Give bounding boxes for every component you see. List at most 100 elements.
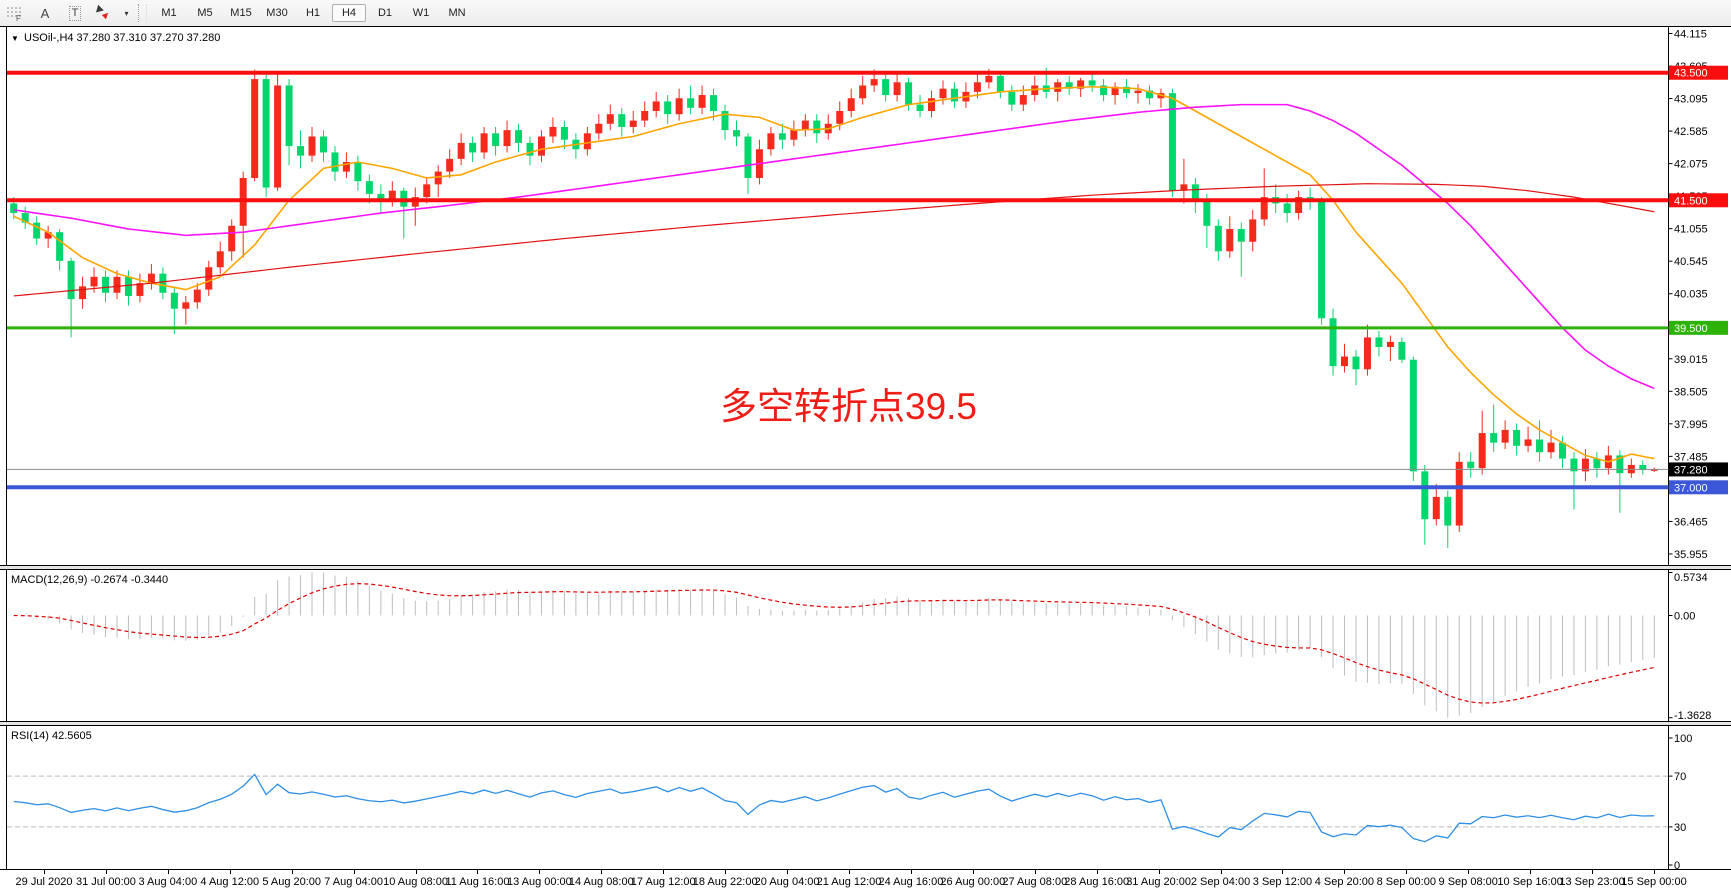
svg-text:37.995: 37.995: [1674, 419, 1708, 431]
date-label: 31 Jul 00:00: [75, 876, 136, 888]
price-axis-badges: 43.500 41.500 39.500 37.000 37.280: [1669, 65, 1728, 495]
svg-text:39.500: 39.500: [1674, 323, 1708, 335]
date-tick: [44, 870, 45, 874]
date-tick: [167, 870, 169, 874]
ma-fast-line: [13, 85, 1655, 463]
fibonacci-tool-icon[interactable]: F: [1, 1, 29, 25]
date-tick: [601, 870, 603, 874]
date-tick: [1468, 870, 1470, 874]
date-tick: [787, 870, 789, 874]
date-label: 18 Aug 22:00: [692, 876, 758, 888]
svg-text:36.465: 36.465: [1674, 516, 1708, 528]
arrow-red-glyph: [101, 10, 111, 20]
date-tick: [1654, 870, 1655, 874]
timeframe-button-h1[interactable]: H1: [305, 7, 321, 19]
svg-text:37.485: 37.485: [1674, 451, 1708, 463]
svg-text:40.545: 40.545: [1674, 256, 1708, 268]
svg-text:42.075: 42.075: [1674, 159, 1708, 171]
text-label-glyph: A: [40, 5, 50, 21]
date-label: 4 Aug 12:00: [200, 876, 260, 888]
date-tick: [849, 870, 850, 874]
date-tick: [105, 870, 107, 874]
date-label: 13 Aug 00:00: [506, 876, 572, 888]
date-label: 3 Aug 04:00: [138, 876, 198, 888]
date-tick: [1592, 870, 1594, 874]
date-label: 21 Aug 12:00: [816, 876, 882, 888]
date-tick: [1096, 870, 1098, 874]
arrows-dropdown-button[interactable]: ▾: [117, 1, 133, 25]
date-label: 11 Aug 16:00: [445, 876, 510, 888]
date-label: 2 Sep 04:00: [1190, 876, 1251, 888]
svg-text:41.500: 41.500: [1674, 195, 1708, 207]
timeframe-button-w1[interactable]: W1: [412, 7, 430, 19]
date-tick: [477, 870, 479, 874]
moving-averages-group: [13, 85, 1655, 463]
date-tick: [663, 870, 665, 874]
date-tick: [1034, 870, 1036, 874]
date-label: 8 Sep 00:00: [1376, 876, 1436, 888]
toolbar-separator: [138, 4, 147, 22]
date-tick: [1344, 870, 1346, 874]
date-label: 4 Sep 20:00: [1314, 876, 1375, 888]
text-label-tool-icon[interactable]: A: [31, 1, 59, 25]
date-label: 3 Sep 12:00: [1252, 876, 1313, 888]
date-label: 10 Aug 08:00: [383, 876, 448, 888]
date-label: 14 Aug 08:00: [568, 876, 634, 888]
date-tick: [539, 870, 541, 874]
rsi-line: [13, 773, 1655, 843]
timeframe-button-h4[interactable]: H4: [332, 4, 366, 22]
date-label: 27 Aug 08:00: [1002, 876, 1068, 888]
candles-group: [10, 67, 1658, 548]
svg-text:35.955: 35.955: [1674, 549, 1708, 561]
date-label: 15 Sep 00:00: [1621, 876, 1687, 888]
date-tick: [1158, 870, 1160, 874]
timeframe-button-d1[interactable]: D1: [377, 7, 393, 19]
date-label: 28 Aug 16:00: [1064, 876, 1130, 888]
svg-text:37.000: 37.000: [1674, 482, 1708, 494]
svg-text:0: 0: [1674, 860, 1680, 870]
date-tick: [415, 870, 417, 874]
svg-text:30: 30: [1674, 822, 1686, 834]
date-tick: [353, 870, 355, 874]
date-label: 10 Sep 16:00: [1497, 876, 1563, 888]
top-toolbar: F A T ▾ M1 M5 M15 M30 H1 H4 D1 W1 MN: [0, 0, 1731, 27]
main-chart-canvas[interactable]: 44.11543.60543.09542.58542.07541.56541.0…: [0, 26, 1731, 566]
rsi-panel-canvas[interactable]: 100 70 30 0 RSI(14) 42.5605: [0, 725, 1731, 870]
svg-text:40.035: 40.035: [1674, 289, 1708, 301]
timeframe-button-m15[interactable]: M15: [230, 7, 252, 19]
timeframe-button-m30[interactable]: M30: [266, 7, 288, 19]
date-label: 13 Sep 23:00: [1559, 876, 1625, 888]
macd-signal-line: [13, 583, 1655, 704]
date-tick: [910, 870, 912, 874]
svg-text:100: 100: [1674, 733, 1692, 745]
svg-text:44.115: 44.115: [1674, 29, 1707, 41]
svg-text:43.095: 43.095: [1674, 94, 1708, 106]
svg-text:43.500: 43.500: [1674, 68, 1708, 80]
date-tick: [1530, 870, 1532, 874]
date-label: 26 Aug 00:00: [940, 876, 1006, 888]
date-tick: [1406, 870, 1408, 874]
macd-panel-canvas[interactable]: 0.5734 0.00 -1.3628 MACD(12,26,9) -0.2674 -…: [0, 569, 1731, 722]
chart-stack: 44.11543.60543.09542.58542.07541.56541.0…: [0, 26, 1731, 892]
date-tick: [1220, 870, 1222, 874]
chart-annotation-text: 多空转折点39.5: [720, 386, 978, 427]
text-tool-icon[interactable]: T: [61, 1, 89, 25]
svg-text:42.585: 42.585: [1674, 126, 1708, 138]
macd-histogram: [24, 572, 1655, 718]
fibonacci-glyph: F: [7, 7, 21, 21]
svg-text:41.055: 41.055: [1674, 224, 1708, 236]
date-tick: [229, 870, 231, 874]
ma-slow-line: [13, 183, 1655, 297]
svg-text:70: 70: [1674, 771, 1686, 783]
date-label: 24 Aug 16:00: [878, 876, 944, 888]
timeframe-button-m5[interactable]: M5: [197, 7, 213, 19]
arrows-tool-icon[interactable]: [91, 1, 115, 25]
timeframe-button-m1[interactable]: M1: [161, 7, 177, 19]
macd-label: MACD(12,26,9) -0.2674 -0.3440: [11, 574, 168, 586]
chevron-down-icon: ▾: [124, 8, 129, 18]
timeframe-button-mn[interactable]: MN: [448, 7, 466, 19]
date-tick: [972, 870, 974, 874]
svg-text:39.015: 39.015: [1674, 354, 1708, 366]
date-tick: [291, 870, 293, 874]
svg-text:-1.3628: -1.3628: [1674, 710, 1711, 722]
